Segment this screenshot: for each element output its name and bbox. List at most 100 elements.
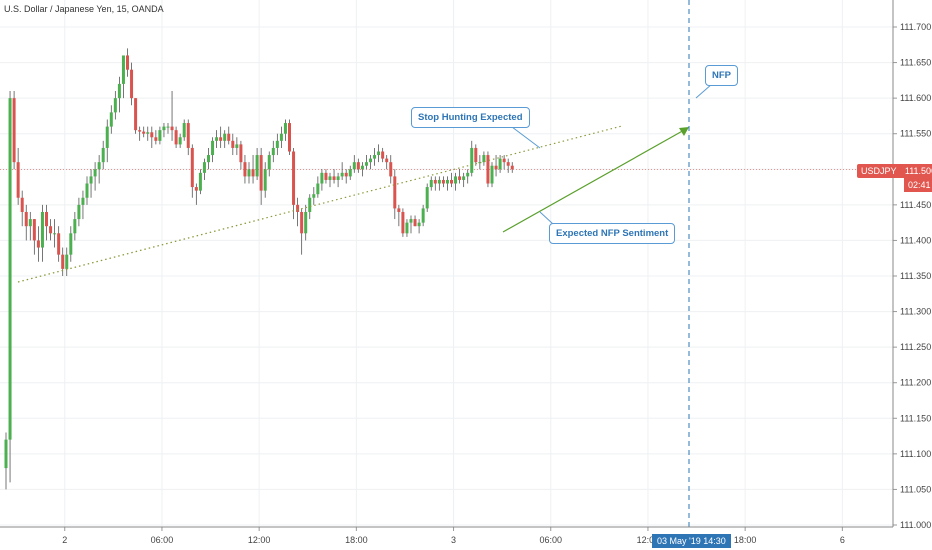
candle-up[interactable] — [255, 147, 259, 180]
candle-down[interactable] — [219, 126, 223, 148]
candle-up[interactable] — [215, 130, 219, 148]
candle-down[interactable] — [474, 144, 478, 166]
candle-down[interactable] — [433, 176, 437, 191]
candle-down[interactable] — [194, 183, 198, 205]
candle-up[interactable] — [352, 155, 356, 173]
candle-up[interactable] — [462, 172, 466, 188]
candle-up[interactable] — [470, 140, 474, 177]
candle-down[interactable] — [413, 215, 417, 227]
candle-down[interactable] — [49, 219, 53, 241]
candle-up[interactable] — [89, 169, 93, 198]
candle-down[interactable] — [385, 155, 389, 170]
candle-down[interactable] — [458, 169, 462, 184]
candle-up[interactable] — [178, 133, 182, 148]
expected-nfp-sentiment-annotation[interactable]: Expected NFP Sentiment — [549, 223, 676, 244]
candle-down[interactable] — [32, 219, 36, 255]
candle-up[interactable] — [223, 130, 227, 148]
candle-up[interactable] — [85, 176, 89, 205]
candle-up[interactable] — [121, 55, 125, 99]
candle-down[interactable] — [506, 158, 510, 173]
candle-up[interactable] — [340, 162, 344, 180]
candle-up[interactable] — [312, 187, 316, 205]
candle-up[interactable] — [166, 123, 170, 134]
candle-up[interactable] — [364, 155, 368, 170]
candle-up[interactable] — [417, 219, 421, 234]
candle-down[interactable] — [24, 204, 28, 241]
candle-down[interactable] — [389, 155, 393, 184]
candle-down[interactable] — [190, 144, 194, 198]
candle-up[interactable] — [267, 151, 271, 177]
candle-up[interactable] — [211, 137, 215, 163]
candle-down[interactable] — [154, 130, 158, 145]
candle-up[interactable] — [498, 155, 502, 173]
candle-up[interactable] — [81, 190, 85, 220]
candle-up[interactable] — [490, 162, 494, 188]
candle-down[interactable] — [138, 126, 142, 141]
stop-hunt-dotted-trendline[interactable] — [17, 125, 623, 283]
candle-down[interactable] — [356, 158, 360, 173]
candle-up[interactable] — [162, 123, 166, 138]
candle-down[interactable] — [57, 226, 61, 262]
candle-down[interactable] — [36, 226, 40, 262]
candle-down[interactable] — [344, 169, 348, 184]
candle-up[interactable] — [421, 204, 425, 227]
candle-down[interactable] — [20, 190, 24, 227]
candle-up[interactable] — [373, 147, 377, 166]
candle-up[interactable] — [409, 215, 413, 234]
candle-up[interactable] — [304, 204, 308, 241]
candle-down[interactable] — [45, 204, 48, 241]
candle-up[interactable] — [429, 176, 433, 191]
candle-down[interactable] — [259, 147, 263, 205]
candle-up[interactable] — [235, 137, 239, 156]
candle-up[interactable] — [320, 169, 324, 191]
candle-up[interactable] — [207, 147, 210, 170]
candle-up[interactable] — [117, 76, 121, 113]
stop-hunting-annotation[interactable]: Stop Hunting Expected — [411, 107, 530, 128]
candle-down[interactable] — [174, 126, 178, 148]
candle-up[interactable] — [454, 172, 458, 191]
candle-up[interactable] — [198, 169, 202, 195]
candle-up[interactable] — [105, 119, 109, 163]
candle-down[interactable] — [12, 91, 16, 170]
candle-up[interactable] — [4, 432, 8, 490]
candle-up[interactable] — [308, 194, 312, 220]
candle-up[interactable] — [247, 162, 251, 184]
candle-up[interactable] — [53, 219, 57, 248]
candle-up[interactable] — [77, 197, 81, 227]
candle-down[interactable] — [170, 91, 174, 141]
candle-up[interactable] — [348, 165, 352, 180]
candle-up[interactable] — [328, 172, 332, 188]
candle-up[interactable] — [360, 162, 364, 177]
candle-down[interactable] — [450, 172, 453, 188]
candle-up[interactable] — [113, 91, 117, 120]
candle-down[interactable] — [324, 169, 328, 184]
nfp-annotation[interactable]: NFP — [705, 65, 738, 86]
candle-up[interactable] — [482, 151, 486, 166]
candle-up[interactable] — [316, 176, 320, 198]
candle-up[interactable] — [8, 91, 12, 483]
candle-down[interactable] — [251, 155, 255, 184]
candle-up[interactable] — [466, 169, 470, 184]
candle-up[interactable] — [28, 211, 32, 241]
candle-down[interactable] — [510, 162, 514, 173]
candle-down[interactable] — [288, 119, 291, 156]
candle-up[interactable] — [158, 126, 162, 145]
candle-down[interactable] — [393, 169, 397, 220]
candle-down[interactable] — [300, 208, 304, 255]
candle-down[interactable] — [486, 151, 490, 188]
candle-up[interactable] — [97, 155, 101, 184]
candle-up[interactable] — [40, 204, 44, 262]
candle-up[interactable] — [279, 126, 283, 148]
candle-up[interactable] — [283, 119, 287, 141]
candle-down[interactable] — [332, 169, 336, 184]
candle-down[interactable] — [16, 147, 20, 205]
candle-up[interactable] — [202, 158, 206, 180]
candle-down[interactable] — [441, 176, 445, 188]
candle-up[interactable] — [101, 140, 105, 170]
candle-up[interactable] — [73, 211, 77, 241]
candle-down[interactable] — [401, 208, 405, 237]
candle-down[interactable] — [494, 155, 498, 177]
candle-up[interactable] — [425, 183, 429, 212]
candle-down[interactable] — [296, 197, 300, 227]
